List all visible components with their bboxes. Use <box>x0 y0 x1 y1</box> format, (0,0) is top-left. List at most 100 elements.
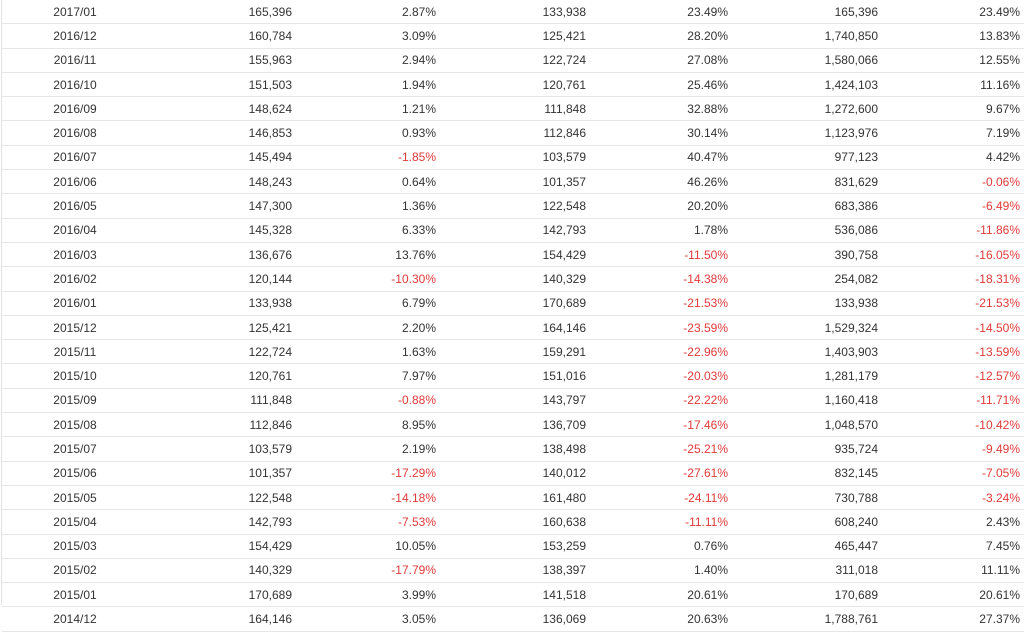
cell-cumulative-value: 465,447 <box>732 534 878 559</box>
cell-prev-year-value: 120,761 <box>440 72 586 98</box>
cell-cumulative-value: 832,145 <box>732 461 878 486</box>
cell-value: 142,793 <box>148 509 294 535</box>
cell-prev-year-value: 122,724 <box>440 48 586 73</box>
cell-cumulative-value: 254,082 <box>732 266 878 292</box>
cell-cumulative-value: 977,123 <box>732 145 878 171</box>
cell-value: 101,357 <box>148 461 294 486</box>
cell-value: 155,963 <box>148 48 294 73</box>
cell-month: 2016/01 <box>2 291 148 316</box>
cell-mom-change: -10.30% <box>294 266 440 292</box>
cell-mom-change: 3.05% <box>294 606 440 632</box>
cell-mom-change: 1.63% <box>294 339 440 365</box>
cell-value: 154,429 <box>148 534 294 559</box>
cell-yoy-change: 20.61% <box>586 582 732 608</box>
cell-month: 2016/12 <box>2 23 148 49</box>
left-border <box>1 0 2 605</box>
cell-cumulative-value: 730,788 <box>732 485 878 511</box>
cell-cumulative-yoy-change: -12.57% <box>878 363 1024 389</box>
cell-cumulative-yoy-change: 11.11% <box>878 558 1024 584</box>
cell-mom-change: 1.94% <box>294 72 440 98</box>
cell-mom-change: 1.21% <box>294 96 440 122</box>
cell-yoy-change: -11.11% <box>586 509 732 535</box>
cell-cumulative-value: 831,629 <box>732 169 878 195</box>
table-row: 2015/08 112,846 8.95% 136,709 -17.46% 1,048,5… <box>2 412 1024 438</box>
cell-yoy-change: 46.26% <box>586 169 732 195</box>
cell-mom-change: -17.79% <box>294 558 440 584</box>
cell-cumulative-yoy-change: -0.06% <box>878 169 1024 195</box>
cell-prev-year-value: 112,846 <box>440 120 586 146</box>
cell-yoy-change: -14.38% <box>586 266 732 292</box>
cell-yoy-change: -23.59% <box>586 315 732 341</box>
cell-value: 151,503 <box>148 72 294 98</box>
cell-value: 145,328 <box>148 218 294 243</box>
cell-month: 2015/09 <box>2 388 148 414</box>
cell-cumulative-yoy-change: 2.43% <box>878 509 1024 535</box>
cell-month: 2015/03 <box>2 534 148 559</box>
cell-prev-year-value: 142,793 <box>440 218 586 243</box>
cell-prev-year-value: 159,291 <box>440 339 586 365</box>
cell-month: 2015/06 <box>2 461 148 486</box>
table-row: 2016/11 155,963 2.94% 122,724 27.08% 1,580,06… <box>2 48 1024 73</box>
cell-month: 2016/07 <box>2 145 148 171</box>
cell-value: 140,329 <box>148 558 294 584</box>
cell-cumulative-yoy-change: 11.16% <box>878 72 1024 98</box>
table-row: 2015/10 120,761 7.97% 151,016 -20.03% 1,281,1… <box>2 363 1024 389</box>
cell-month: 2016/02 <box>2 266 148 292</box>
cell-cumulative-yoy-change: 9.67% <box>878 96 1024 122</box>
table-row: 2016/02 120,144 -10.30% 140,329 -14.38% 254,0… <box>2 266 1024 292</box>
cell-cumulative-yoy-change: 13.83% <box>878 23 1024 49</box>
cell-prev-year-value: 141,518 <box>440 582 586 608</box>
cell-mom-change: 3.09% <box>294 23 440 49</box>
cell-cumulative-yoy-change: 20.61% <box>878 582 1024 608</box>
cell-yoy-change: -22.22% <box>586 388 732 414</box>
cell-cumulative-value: 390,758 <box>732 242 878 268</box>
cell-mom-change: -0.88% <box>294 388 440 414</box>
cell-value: 136,676 <box>148 242 294 268</box>
cell-month: 2015/05 <box>2 485 148 511</box>
cell-value: 147,300 <box>148 193 294 219</box>
cell-prev-year-value: 140,329 <box>440 266 586 292</box>
cell-month: 2016/04 <box>2 218 148 243</box>
cell-cumulative-value: 133,938 <box>732 291 878 316</box>
cell-cumulative-yoy-change: -11.71% <box>878 388 1024 414</box>
cell-cumulative-value: 1,048,570 <box>732 412 878 438</box>
cell-cumulative-yoy-change: -9.49% <box>878 436 1024 462</box>
cell-cumulative-value: 1,281,179 <box>732 363 878 389</box>
cell-prev-year-value: 122,548 <box>440 193 586 219</box>
table-row: 2016/08 146,853 0.93% 112,846 30.14% 1,123,97… <box>2 120 1024 146</box>
cell-value: 120,144 <box>148 266 294 292</box>
table-row: 2016/01 133,938 6.79% 170,689 -21.53% 133,938… <box>2 291 1024 316</box>
cell-month: 2015/01 <box>2 582 148 608</box>
cell-cumulative-yoy-change: 12.55% <box>878 48 1024 73</box>
cell-prev-year-value: 136,709 <box>440 412 586 438</box>
table-row: 2016/07 145,494 -1.85% 103,579 40.47% 977,123… <box>2 145 1024 171</box>
cell-prev-year-value: 140,012 <box>440 461 586 486</box>
cell-cumulative-value: 1,403,903 <box>732 339 878 365</box>
cell-cumulative-value: 935,724 <box>732 436 878 462</box>
cell-cumulative-yoy-change: -6.49% <box>878 193 1024 219</box>
cell-value: 120,761 <box>148 363 294 389</box>
cell-yoy-change: -24.11% <box>586 485 732 511</box>
table-row: 2015/02 140,329 -17.79% 138,397 1.40% 311,018… <box>2 558 1024 584</box>
cell-cumulative-yoy-change: 23.49% <box>878 0 1024 25</box>
cell-month: 2016/11 <box>2 48 148 73</box>
cell-yoy-change: -27.61% <box>586 461 732 486</box>
table-row: 2015/09 111,848 -0.88% 143,797 -22.22% 1,160,… <box>2 388 1024 414</box>
cell-cumulative-yoy-change: -21.53% <box>878 291 1024 316</box>
cell-mom-change: 0.64% <box>294 169 440 195</box>
cell-cumulative-yoy-change: -18.31% <box>878 266 1024 292</box>
table-row: 2017/01 165,396 2.87% 133,938 23.49% 165,396 2… <box>2 0 1024 25</box>
cell-cumulative-yoy-change: 7.19% <box>878 120 1024 146</box>
cell-cumulative-yoy-change: 27.37% <box>878 606 1024 632</box>
cell-mom-change: 2.94% <box>294 48 440 73</box>
cell-cumulative-value: 170,689 <box>732 582 878 608</box>
cell-prev-year-value: 143,797 <box>440 388 586 414</box>
cell-mom-change: 6.33% <box>294 218 440 243</box>
cell-cumulative-value: 1,788,761 <box>732 606 878 632</box>
cell-month: 2016/09 <box>2 96 148 122</box>
cell-mom-change: 2.87% <box>294 0 440 25</box>
cell-yoy-change: -17.46% <box>586 412 732 438</box>
cell-cumulative-yoy-change: -11.86% <box>878 218 1024 243</box>
